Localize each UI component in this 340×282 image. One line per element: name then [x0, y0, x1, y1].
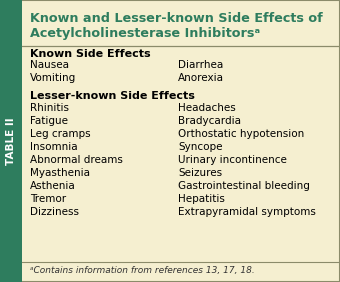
- Text: Extrapyramidal symptoms: Extrapyramidal symptoms: [178, 207, 316, 217]
- Text: Headaches: Headaches: [178, 103, 236, 113]
- Text: TABLE II: TABLE II: [6, 117, 16, 165]
- Text: Insomnia: Insomnia: [30, 142, 78, 152]
- Text: Nausea: Nausea: [30, 60, 69, 70]
- Text: Acetylcholinesterase Inhibitorsᵃ: Acetylcholinesterase Inhibitorsᵃ: [30, 27, 260, 39]
- Text: Vomiting: Vomiting: [30, 73, 76, 83]
- Text: Gastrointestinal bleeding: Gastrointestinal bleeding: [178, 181, 310, 191]
- Text: Fatigue: Fatigue: [30, 116, 68, 126]
- FancyBboxPatch shape: [0, 0, 22, 282]
- Text: Hepatitis: Hepatitis: [178, 194, 225, 204]
- Text: Lesser-known Side Effects: Lesser-known Side Effects: [30, 91, 195, 101]
- Text: Seizures: Seizures: [178, 168, 222, 178]
- Text: Urinary incontinence: Urinary incontinence: [178, 155, 287, 165]
- Text: ᵃContains information from references 13, 17, 18.: ᵃContains information from references 13…: [30, 265, 255, 274]
- Text: Rhinitis: Rhinitis: [30, 103, 69, 113]
- Text: Anorexia: Anorexia: [178, 73, 224, 83]
- Text: Leg cramps: Leg cramps: [30, 129, 91, 139]
- Text: Myasthenia: Myasthenia: [30, 168, 90, 178]
- Text: Syncope: Syncope: [178, 142, 222, 152]
- Text: Abnormal dreams: Abnormal dreams: [30, 155, 123, 165]
- Text: Asthenia: Asthenia: [30, 181, 76, 191]
- Text: Dizziness: Dizziness: [30, 207, 79, 217]
- Text: Orthostatic hypotension: Orthostatic hypotension: [178, 129, 304, 139]
- Text: Known and Lesser-known Side Effects of: Known and Lesser-known Side Effects of: [30, 12, 323, 25]
- Text: Diarrhea: Diarrhea: [178, 60, 223, 70]
- Text: Tremor: Tremor: [30, 194, 66, 204]
- Text: Bradycardia: Bradycardia: [178, 116, 241, 126]
- Text: Known Side Effects: Known Side Effects: [30, 49, 151, 59]
